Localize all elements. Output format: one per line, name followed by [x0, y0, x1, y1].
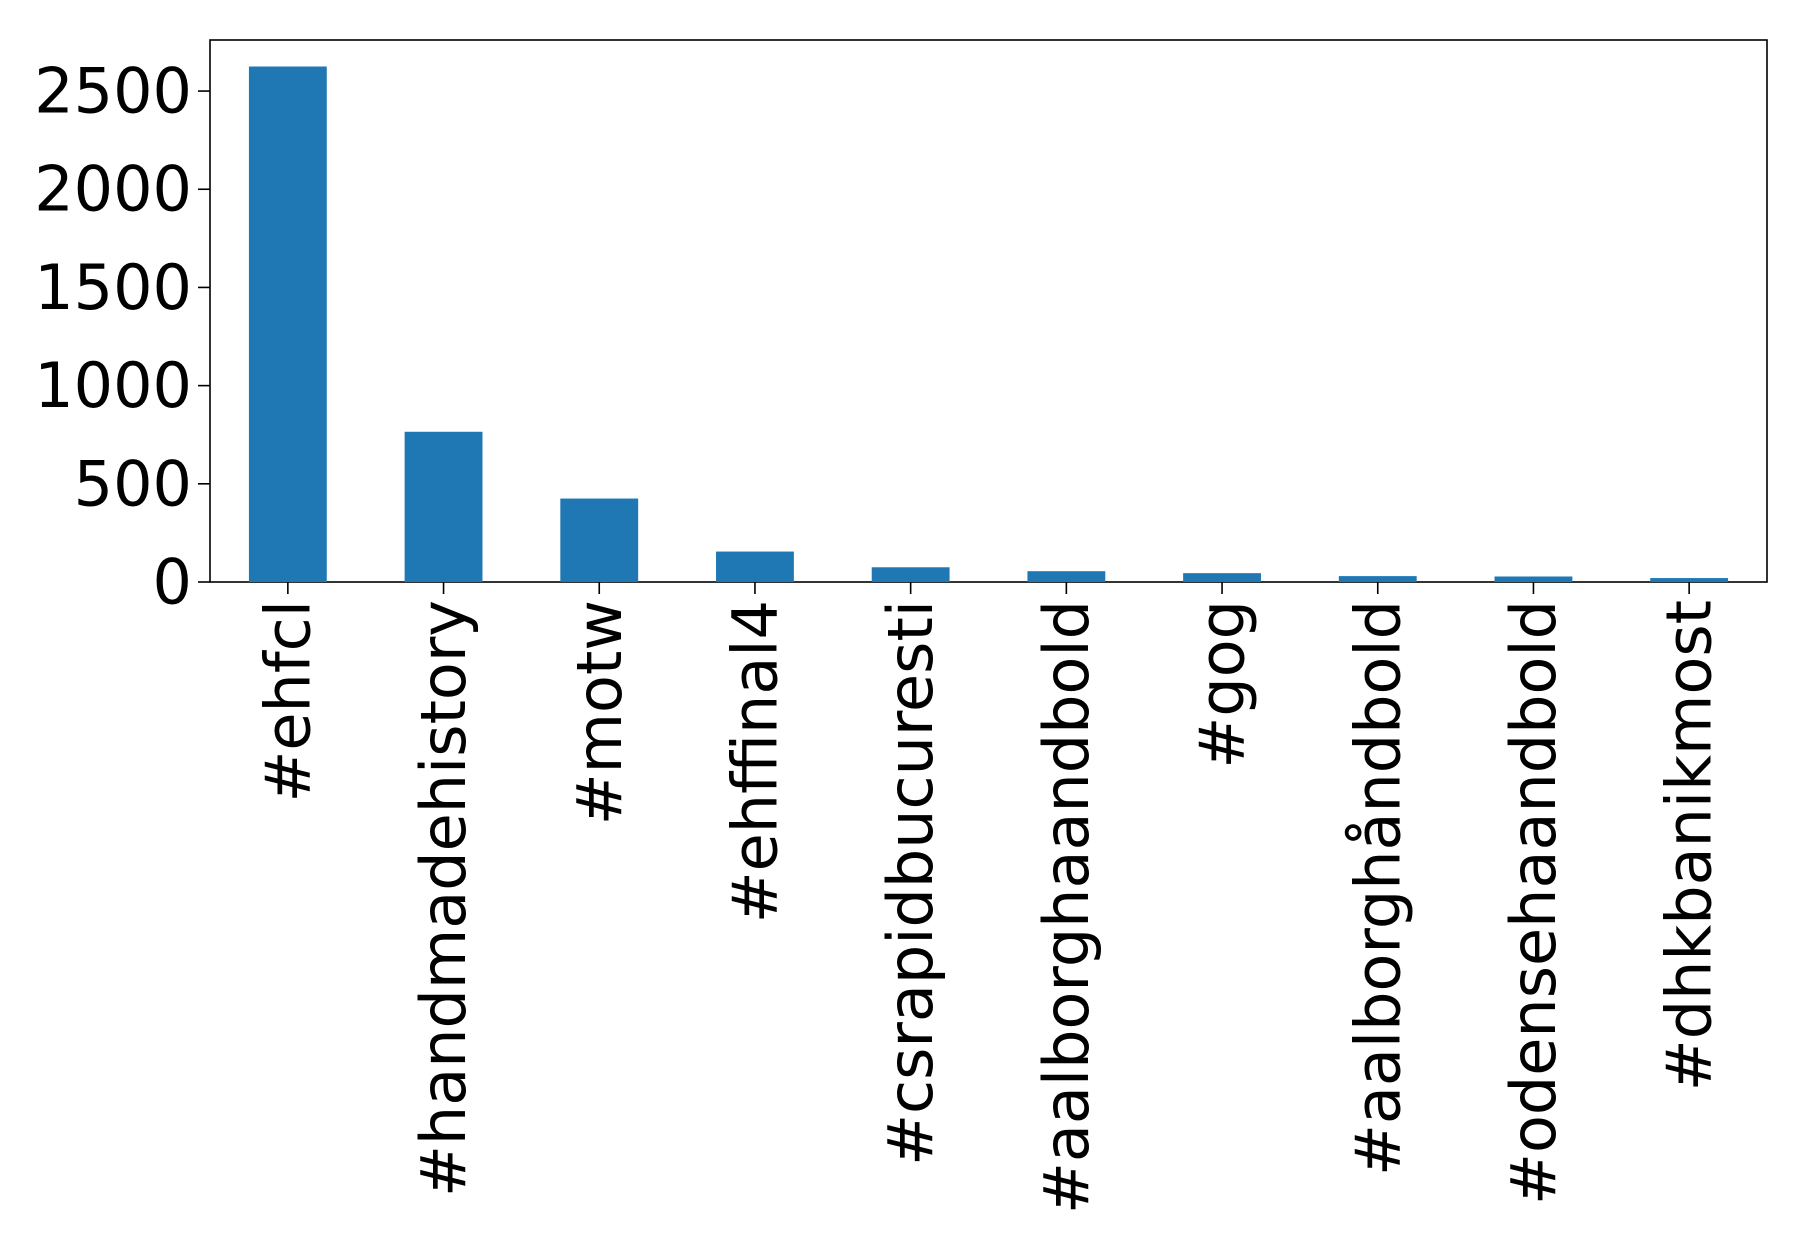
x-tick-label: #aalborghaandbold — [1030, 600, 1103, 1214]
x-tick-label: #ehfcl — [251, 600, 324, 803]
y-tick-label: 1500 — [34, 251, 192, 324]
x-tick-label: #motw — [563, 600, 636, 825]
bar — [248, 66, 327, 583]
bars — [248, 66, 1729, 583]
y-tick-label: 2500 — [34, 55, 192, 128]
bar — [1650, 578, 1729, 582]
plot-area-frame — [209, 39, 1768, 583]
bar — [1338, 576, 1417, 582]
bar — [560, 498, 639, 582]
y-tick-label: 0 — [153, 546, 192, 619]
x-tick-label: #ehffinal4 — [718, 600, 791, 923]
bar — [1494, 576, 1573, 582]
x-axis: #ehfcl #handmadehistory #motw #ehffinal4 #cs… — [251, 582, 1726, 1214]
y-tick-label: 500 — [74, 447, 192, 520]
x-tick-label: #gog — [1186, 600, 1259, 769]
x-tick-label: #aalborghåndbold — [1341, 600, 1414, 1176]
y-tick-label: 1000 — [34, 349, 192, 422]
bar — [716, 551, 794, 582]
x-tick-label: #handmadehistory — [407, 600, 480, 1197]
y-axis: 0 500 1000 1500 2000 2500 — [34, 55, 210, 619]
x-tick-label: #csrapidbucuresti — [874, 600, 947, 1166]
bar — [871, 567, 950, 582]
y-tick-label: 2000 — [34, 153, 192, 226]
bar — [404, 431, 483, 582]
bar — [1027, 571, 1106, 582]
bar — [1183, 573, 1261, 582]
x-tick-label: #dhkbanikmost — [1653, 600, 1726, 1091]
x-tick-label: #odensehaandbold — [1497, 600, 1570, 1205]
